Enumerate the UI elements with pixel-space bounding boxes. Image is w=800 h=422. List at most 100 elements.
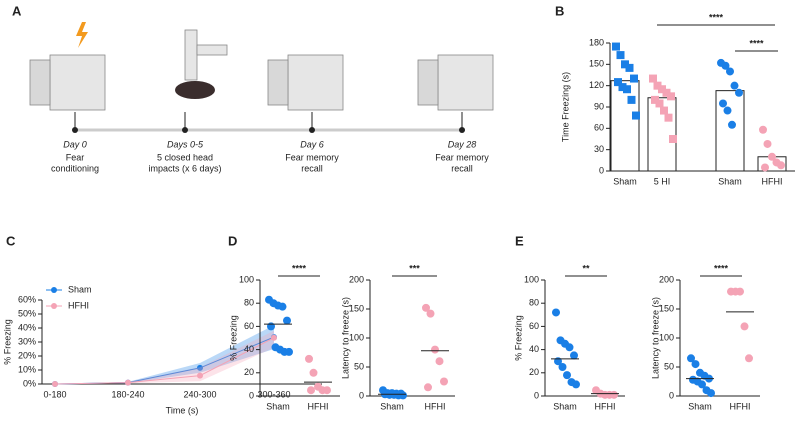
point (426, 309, 435, 318)
point (614, 78, 622, 87)
y-axis-label: % Freezing (228, 315, 238, 361)
y-tick-label: 0% (23, 378, 36, 388)
panel-label: E (515, 233, 524, 248)
timeline-desc: Fear (66, 152, 85, 162)
y-tick-label: 100 (349, 332, 364, 342)
confidence-band (55, 325, 274, 384)
point (651, 95, 659, 104)
point (730, 81, 739, 90)
y-tick-label: 60% (18, 294, 36, 304)
point (572, 380, 580, 389)
chamber (437, 54, 494, 111)
point (687, 354, 695, 363)
timeline-day: Days 0-5 (167, 139, 204, 149)
timeline-desc: Fear memory (435, 152, 489, 162)
legend-label: HFHI (68, 300, 89, 310)
y-axis-label: Time Freezing (s) (560, 72, 570, 142)
x-tick-label: HFHI (730, 401, 751, 411)
timeline-desc: 5 closed head (157, 152, 213, 162)
x-tick-label: HFHI (762, 176, 783, 186)
y-tick-label: 80 (529, 298, 539, 308)
timeline-desc: recall (451, 163, 473, 173)
x-tick-label: 0-180 (43, 389, 66, 399)
point (667, 92, 675, 101)
timeline-desc: impacts (x 6 days) (148, 163, 221, 173)
point (721, 61, 730, 70)
chamber-door (29, 59, 51, 106)
y-tick-label: 40 (244, 344, 254, 354)
point (669, 135, 677, 143)
mouse (175, 81, 215, 99)
x-tick-label: Sham (613, 176, 637, 186)
point (435, 357, 444, 366)
point (623, 85, 631, 94)
timeline-dot (72, 127, 78, 133)
point (285, 347, 293, 356)
point (698, 380, 706, 389)
point (719, 99, 727, 108)
y-tick-label: 20 (529, 367, 539, 377)
point (563, 371, 571, 380)
y-tick-label: 100 (524, 274, 539, 284)
y-tick-label: 50 (354, 361, 364, 371)
y-tick-label: 0 (669, 390, 674, 400)
point (664, 113, 673, 122)
point (768, 152, 776, 161)
significance-label: **** (709, 12, 724, 22)
bar (610, 80, 640, 172)
chamber-door (267, 59, 289, 106)
point (655, 99, 664, 108)
y-tick-label: 90 (594, 101, 604, 111)
significance-label: ** (582, 263, 590, 273)
x-tick-label: Sham (553, 401, 577, 411)
y-tick-label: 10% (18, 364, 36, 374)
timeline-desc: recall (301, 163, 323, 173)
x-tick-label: HFHI (425, 401, 446, 411)
chamber (49, 54, 106, 111)
point (726, 67, 734, 76)
y-tick-label: 60 (529, 321, 539, 331)
point (759, 125, 767, 134)
y-tick-label: 0 (599, 165, 604, 175)
y-tick-label: 100 (659, 332, 674, 342)
point (763, 139, 772, 148)
y-axis-label: % Freezing (2, 319, 12, 365)
timeline-art (29, 22, 494, 111)
impactor (184, 29, 198, 81)
x-tick-label: 180-240 (111, 389, 144, 399)
significance-label: **** (714, 263, 729, 273)
y-tick-label: 120 (589, 80, 604, 90)
point (197, 364, 203, 371)
point (736, 287, 744, 296)
y-axis-label: Latency to freeze (s) (650, 297, 660, 379)
point (649, 74, 657, 83)
y-tick-label: 150 (659, 303, 674, 313)
point (616, 51, 625, 60)
point (728, 120, 736, 129)
point (558, 363, 567, 371)
y-tick-label: 0 (359, 390, 364, 400)
point (197, 372, 203, 379)
point (627, 95, 636, 104)
point (632, 111, 640, 120)
x-tick-label: Sham (688, 401, 712, 411)
timeline-desc: conditioning (51, 163, 99, 173)
point (278, 302, 287, 311)
point (740, 322, 749, 331)
point (610, 390, 618, 399)
line (54, 337, 275, 385)
point (440, 377, 448, 386)
x-tick-label: 240-300 (183, 389, 216, 399)
point (552, 308, 560, 317)
y-tick-label: 50 (664, 361, 674, 371)
x-tick-label: Sham (718, 176, 742, 186)
y-tick-label: 20 (244, 367, 254, 377)
point (618, 83, 627, 92)
panel-label: A (12, 3, 22, 18)
point (735, 88, 743, 97)
point (691, 360, 700, 369)
y-tick-label: 30 (594, 144, 604, 154)
y-tick-label: 50% (18, 308, 36, 318)
point (777, 161, 785, 170)
